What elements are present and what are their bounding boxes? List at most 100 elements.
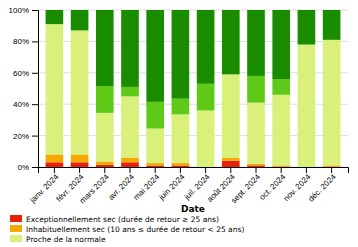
x-axis: janv. 2024févr. 2024mars 2024avr. 2024ma… — [28, 167, 349, 205]
bar — [222, 158, 240, 161]
bar — [71, 10, 89, 30]
tick-label: 20% — [13, 132, 29, 141]
tick-label: mars 2024 — [78, 172, 111, 205]
tick: déc. 2024 — [306, 167, 338, 204]
tick-mark — [32, 136, 38, 137]
tick-mark — [32, 104, 38, 105]
bar — [197, 84, 215, 111]
plot: 0% 20% 40% 60% 80% 100% janv. 2024févr. 2024ma… — [9, 6, 349, 205]
tick: mars 2024 — [78, 167, 111, 205]
tick-mark — [306, 167, 307, 173]
tick: 60% — [13, 69, 38, 78]
tick-label: 100% — [9, 6, 29, 15]
tick: 40% — [13, 100, 38, 109]
bar — [197, 10, 215, 84]
bar — [172, 114, 190, 163]
legend-swatch — [10, 225, 22, 232]
tick: 0% — [17, 163, 38, 172]
tick-mark — [230, 167, 231, 173]
axis-title: Date — [181, 204, 205, 214]
legend-swatch — [10, 235, 22, 242]
tick-mark — [32, 41, 38, 42]
bar — [46, 162, 64, 167]
bar — [272, 165, 290, 167]
tick-mark — [281, 167, 282, 173]
bar — [146, 165, 164, 167]
y-axis: 0% 20% 40% 60% 80% 100% — [9, 6, 39, 172]
bar — [96, 165, 114, 167]
legend-label: Exceptionnellement sec (durée de retour … — [26, 215, 219, 224]
tick-mark — [155, 167, 156, 173]
bar — [71, 162, 89, 167]
bar — [272, 10, 290, 79]
tick: 80% — [13, 37, 38, 46]
bar — [121, 87, 139, 96]
legend-item: Inhabituellement sec (10 ans ≤ durée de … — [10, 225, 244, 234]
tick-mark — [32, 167, 38, 168]
bar — [222, 161, 240, 167]
tick-mark — [104, 167, 105, 173]
chart: 0% 20% 40% 60% 80% 100% janv. 2024févr. 2024ma… — [0, 0, 358, 247]
axis-line — [39, 168, 349, 174]
bar-series — [46, 24, 341, 167]
bar — [121, 162, 139, 167]
bar — [172, 10, 190, 99]
bar — [298, 45, 316, 167]
legend: Exceptionnellement sec (durée de retour … — [10, 215, 244, 244]
bar — [46, 24, 64, 154]
bar — [121, 158, 139, 163]
bar — [146, 10, 164, 102]
bar — [323, 165, 341, 167]
tick-mark — [205, 167, 206, 173]
tick: juin 2024 — [156, 167, 186, 202]
tick-label: sept. 2024 — [229, 172, 262, 205]
bar — [298, 10, 316, 45]
tick-label: 0% — [17, 163, 29, 172]
bar-series — [46, 154, 341, 167]
bar — [96, 162, 114, 165]
tick-label: 80% — [13, 37, 29, 46]
tick-mark — [256, 167, 257, 173]
legend-item: Proche de la normale — [10, 235, 106, 244]
tick: sept. 2024 — [229, 167, 262, 205]
bar — [146, 163, 164, 165]
bar — [46, 10, 64, 24]
tick-mark — [331, 167, 332, 173]
tick-label: janv. 2024 — [28, 172, 61, 205]
tick: 100% — [9, 6, 38, 15]
bar — [46, 154, 64, 162]
bar — [146, 102, 164, 129]
tick-mark — [54, 167, 55, 173]
bar — [323, 10, 341, 40]
legend-label: Proche de la normale — [26, 235, 106, 244]
bar — [272, 95, 290, 166]
bar — [96, 10, 114, 86]
bar — [272, 79, 290, 95]
legend-label: Inhabituellement sec (10 ans ≤ durée de … — [26, 225, 244, 234]
bar — [172, 99, 190, 115]
legend-swatch — [10, 215, 22, 222]
tick: mai 2024 — [132, 167, 162, 202]
bar — [121, 10, 139, 87]
bar — [197, 110, 215, 167]
bar — [172, 163, 190, 165]
bar — [96, 86, 114, 113]
legend-item: Exceptionnellement sec (durée de retour … — [10, 215, 219, 224]
tick-label: 60% — [13, 69, 29, 78]
bar — [247, 164, 265, 166]
bar — [247, 10, 265, 76]
tick-mark — [79, 167, 80, 173]
tick: 20% — [13, 132, 38, 141]
bar — [71, 154, 89, 162]
tick-mark — [129, 167, 130, 173]
bar — [96, 113, 114, 162]
bar — [222, 74, 240, 157]
axis-line — [32, 11, 39, 168]
bar — [71, 30, 89, 154]
tick-mark — [180, 167, 181, 173]
tick-label: avr. 2024 — [106, 172, 136, 202]
tick-mark — [32, 10, 38, 11]
bar — [323, 40, 341, 166]
tick-mark — [32, 73, 38, 74]
bar — [247, 76, 265, 103]
